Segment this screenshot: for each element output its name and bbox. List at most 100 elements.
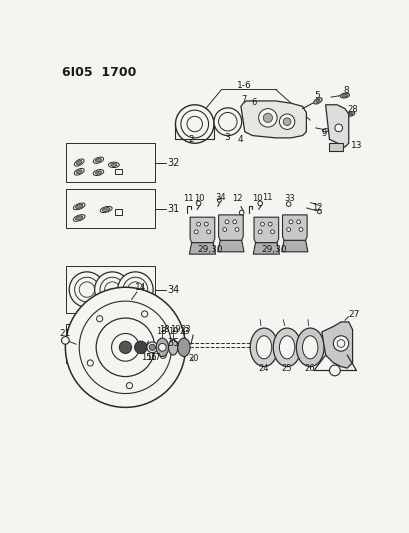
Circle shape (270, 230, 274, 234)
Polygon shape (282, 215, 306, 240)
Ellipse shape (315, 99, 319, 102)
Text: 4: 4 (236, 135, 242, 144)
Circle shape (258, 109, 276, 127)
Ellipse shape (348, 113, 352, 115)
Text: 27: 27 (348, 310, 359, 319)
Text: 20: 20 (188, 354, 199, 364)
Bar (66, 266, 154, 313)
Circle shape (222, 228, 226, 231)
Ellipse shape (73, 215, 85, 221)
Bar (115, 168, 121, 174)
Text: 34: 34 (167, 285, 180, 295)
Circle shape (77, 329, 104, 357)
Ellipse shape (73, 203, 85, 209)
Circle shape (100, 277, 124, 302)
Text: 12: 12 (232, 194, 243, 203)
Polygon shape (281, 240, 307, 252)
Polygon shape (253, 243, 279, 254)
Polygon shape (240, 101, 306, 138)
Ellipse shape (313, 98, 321, 104)
Polygon shape (254, 217, 278, 243)
Circle shape (206, 230, 210, 234)
Circle shape (187, 116, 202, 132)
Circle shape (263, 113, 272, 123)
Circle shape (257, 201, 262, 206)
Ellipse shape (74, 168, 84, 175)
Polygon shape (325, 105, 348, 147)
Circle shape (218, 112, 236, 131)
Text: 7: 7 (240, 95, 246, 104)
Bar (66, 324, 154, 363)
Circle shape (61, 336, 69, 344)
Text: 5: 5 (313, 91, 319, 100)
Circle shape (258, 230, 261, 234)
Text: 13: 13 (350, 141, 362, 150)
Text: 2: 2 (188, 135, 193, 144)
Ellipse shape (296, 328, 323, 367)
Circle shape (65, 287, 185, 407)
Text: 12: 12 (312, 204, 322, 213)
Circle shape (225, 220, 229, 224)
Circle shape (146, 342, 157, 353)
Circle shape (298, 228, 302, 231)
Circle shape (296, 220, 300, 224)
Text: 17: 17 (150, 353, 160, 362)
Text: 31: 31 (167, 204, 180, 214)
Text: 6I05  1700: 6I05 1700 (61, 66, 135, 79)
Ellipse shape (75, 204, 83, 208)
Polygon shape (190, 217, 214, 243)
Circle shape (329, 365, 339, 376)
Circle shape (141, 311, 147, 317)
Circle shape (87, 360, 93, 366)
Circle shape (175, 105, 213, 143)
Circle shape (158, 343, 166, 351)
Circle shape (334, 124, 342, 132)
Ellipse shape (95, 158, 101, 162)
Bar (329, 143, 342, 151)
Circle shape (213, 108, 241, 135)
Ellipse shape (93, 169, 103, 175)
Ellipse shape (322, 128, 328, 132)
Ellipse shape (108, 162, 119, 167)
Text: 1-6: 1-6 (236, 81, 251, 90)
Text: 33: 33 (283, 194, 294, 203)
Text: 19: 19 (170, 325, 180, 334)
Circle shape (111, 329, 139, 357)
Text: 28: 28 (346, 105, 357, 114)
Text: 11: 11 (183, 194, 193, 203)
Text: 35: 35 (167, 338, 180, 349)
Text: 23: 23 (180, 325, 191, 334)
Circle shape (336, 340, 344, 348)
Circle shape (232, 220, 236, 224)
Circle shape (123, 277, 147, 302)
Ellipse shape (279, 336, 294, 359)
Circle shape (69, 272, 104, 308)
Ellipse shape (76, 170, 82, 174)
Ellipse shape (74, 159, 84, 166)
Circle shape (286, 228, 290, 231)
Text: 8: 8 (342, 86, 348, 95)
Ellipse shape (100, 206, 112, 213)
Circle shape (180, 110, 208, 138)
Circle shape (97, 316, 103, 322)
Circle shape (217, 198, 221, 202)
Ellipse shape (273, 328, 300, 367)
Ellipse shape (95, 171, 101, 174)
Bar (66, 143, 154, 182)
Circle shape (119, 341, 131, 353)
Text: 25: 25 (281, 365, 292, 374)
Circle shape (196, 222, 200, 226)
Circle shape (126, 383, 132, 389)
Circle shape (285, 202, 290, 206)
Circle shape (283, 118, 290, 126)
Circle shape (128, 282, 143, 297)
Ellipse shape (342, 94, 347, 97)
Circle shape (288, 220, 292, 224)
Text: 6: 6 (250, 98, 256, 107)
Circle shape (96, 318, 154, 377)
Text: 29,30: 29,30 (261, 245, 287, 254)
Ellipse shape (249, 328, 277, 367)
Ellipse shape (93, 157, 103, 163)
Polygon shape (217, 240, 243, 252)
Circle shape (279, 114, 294, 130)
